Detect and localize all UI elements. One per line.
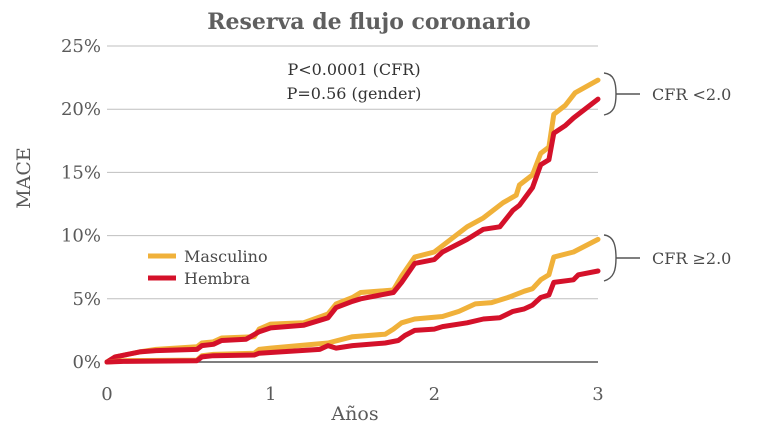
y-tick-label: 25% — [61, 36, 101, 57]
series-line-hembra-cfr-2-0 — [104, 268, 601, 365]
y-tick-label: 20% — [61, 99, 101, 120]
legend-label-masculino: Masculino — [184, 247, 268, 266]
legend: Masculino Hembra — [148, 247, 268, 288]
legend-label-hembra: Hembra — [184, 269, 250, 288]
x-tick-labels: 0 1 2 3 — [101, 384, 603, 405]
y-axis-label: MACE — [13, 147, 35, 209]
group-bracket-high: CFR ≥2.0 — [603, 234, 731, 282]
annotation-p-cfr: P<0.0001 (CFR) — [287, 60, 420, 79]
x-tick-label: 1 — [265, 384, 276, 405]
group-label-cfr-low: CFR <2.0 — [652, 85, 731, 104]
x-tick-label: 0 — [101, 384, 112, 405]
bracket-cfr-high — [603, 234, 640, 282]
series-lines — [104, 77, 601, 365]
y-tick-label: 15% — [61, 162, 101, 183]
y-tick-label: 10% — [61, 226, 101, 247]
x-axis-label: Años — [330, 403, 378, 425]
group-bracket-low: CFR <2.0 — [603, 72, 731, 116]
group-label-cfr-high: CFR ≥2.0 — [652, 249, 731, 268]
x-tick-label: 2 — [429, 384, 440, 405]
gridlines — [107, 45, 598, 300]
bracket-cfr-low — [603, 72, 640, 116]
y-tick-label: 0% — [72, 352, 101, 373]
series-line-hembra-cfr-2-0 — [104, 96, 601, 365]
annotation-p-gender: P=0.56 (gender) — [287, 84, 422, 103]
chart-title: Reserva de flujo coronario — [207, 9, 530, 35]
y-tick-label: 5% — [72, 289, 101, 310]
series-line-masculino-cfr-2-0 — [104, 77, 601, 365]
x-tick-label: 3 — [592, 384, 603, 405]
y-tick-labels: 0% 5% 10% 15% 20% 25% — [61, 36, 101, 373]
